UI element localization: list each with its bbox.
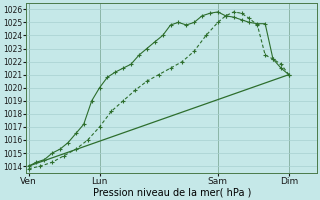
X-axis label: Pression niveau de la mer( hPa ): Pression niveau de la mer( hPa ) xyxy=(92,187,251,197)
